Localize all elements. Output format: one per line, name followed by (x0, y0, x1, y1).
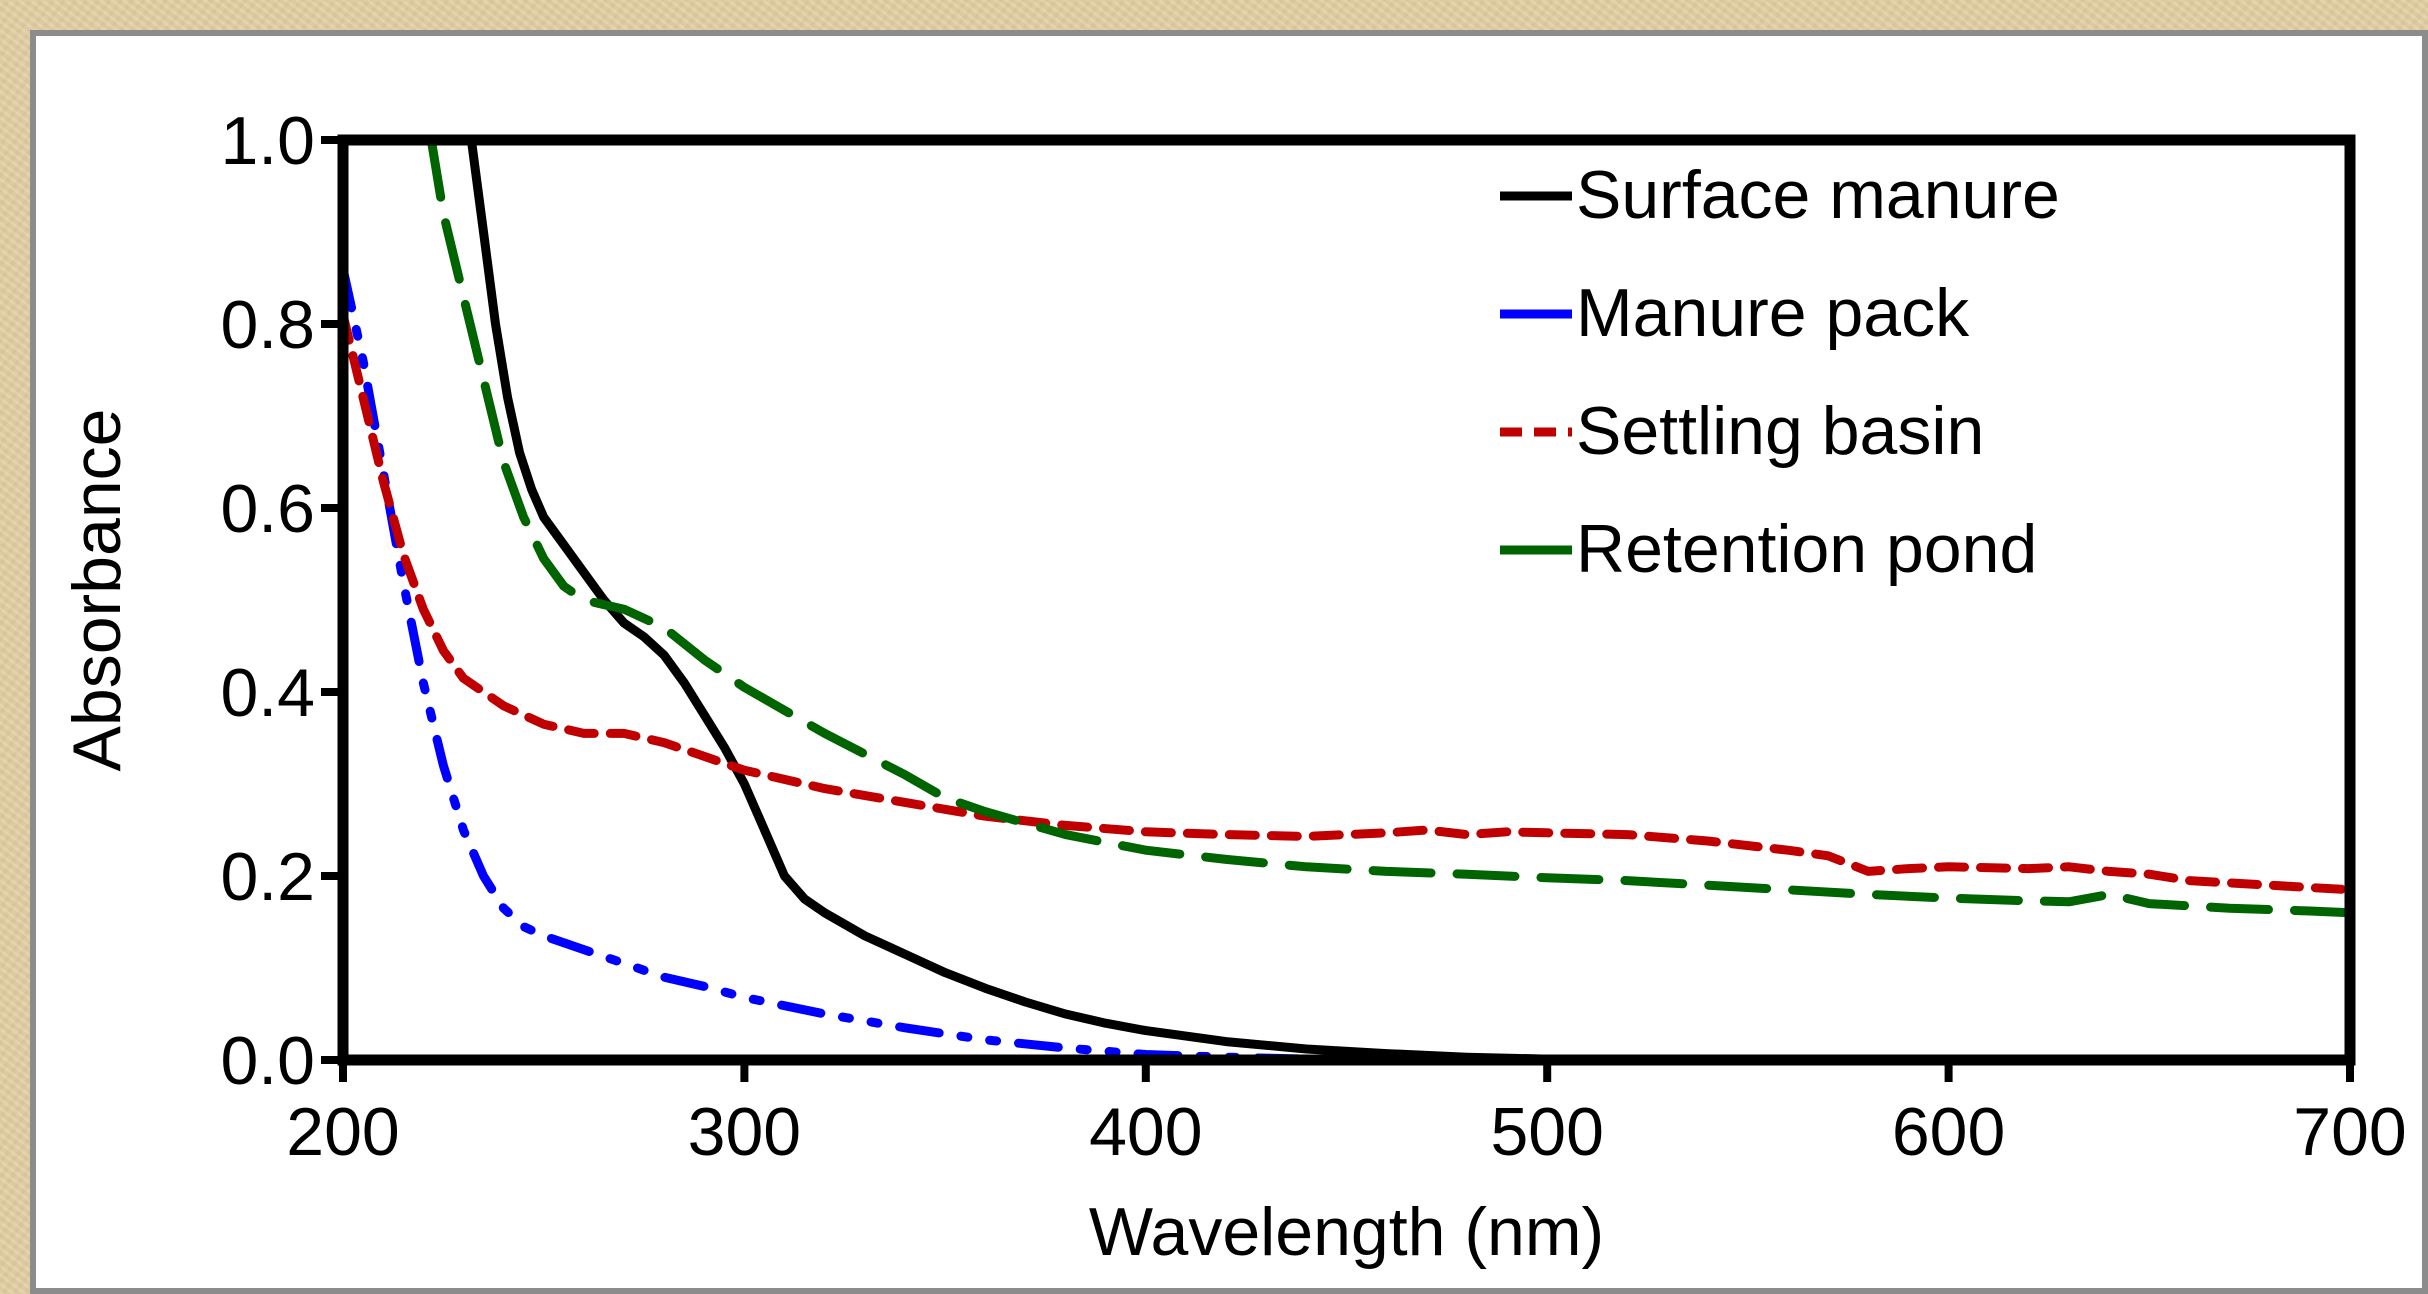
legend-label-surface-manure: Surface manure (1576, 157, 2060, 233)
y-axis-title: Absorbance (59, 409, 135, 772)
series-line-settling-basin (343, 310, 2350, 895)
x-axis-title: Wavelength (nm) (1089, 1194, 1604, 1270)
x-tick-label: 400 (1089, 1094, 1202, 1170)
series-line-manure-pack (343, 264, 2350, 1060)
plot-area-border (337, 134, 2356, 1066)
y-tick-label: 0.6 (220, 471, 315, 547)
x-tick-label: 700 (2293, 1094, 2406, 1170)
y-tick-label: 0.4 (220, 655, 315, 731)
legend-label-retention-pond: Retention pond (1576, 511, 2037, 587)
x-tick-label: 200 (286, 1094, 399, 1170)
legend-label-settling-basin: Settling basin (1576, 393, 1984, 469)
y-tick-label: 1.0 (220, 103, 315, 179)
series-layer (343, 140, 2350, 1060)
x-tick-label: 600 (1892, 1094, 2005, 1170)
series-line-retention-pond (426, 140, 2350, 918)
series-line-surface-manure (466, 140, 2350, 1060)
legend: Surface manure Manure pack Settling basin R… (1500, 157, 2060, 587)
axis-layer: 200 300 400 500 600 700 0.0 0.2 0.4 0.6 0.8 1.0 (220, 103, 2406, 1170)
chart-frame (30, 30, 2428, 1294)
legend-label-manure-pack: Manure pack (1576, 275, 1970, 351)
x-tick-label: 300 (688, 1094, 801, 1170)
y-tick-label: 0.0 (220, 1023, 315, 1099)
y-tick-label: 0.8 (220, 287, 315, 363)
y-tick-label: 0.2 (220, 839, 315, 915)
x-tick-label: 500 (1490, 1094, 1603, 1170)
